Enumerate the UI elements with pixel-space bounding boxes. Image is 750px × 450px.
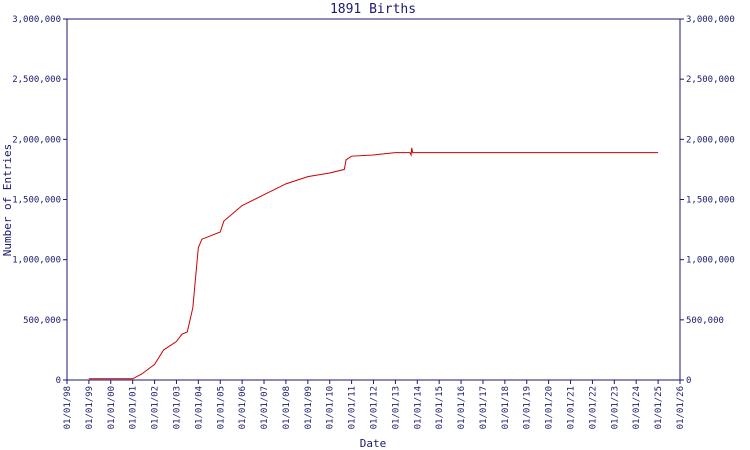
x-tick-label: 01/01/22 [588, 386, 598, 429]
x-tick-label: 01/01/26 [676, 386, 686, 429]
x-tick-label: 01/01/99 [85, 386, 95, 429]
y-tick-label: 2,000,000 [12, 135, 61, 145]
x-tick-label: 01/01/11 [348, 386, 358, 429]
x-tick-label: 01/01/05 [216, 386, 226, 429]
x-tick-label: 01/01/25 [654, 386, 664, 429]
x-tick-label: 01/01/03 [172, 386, 182, 429]
x-tick-label: 01/01/01 [129, 386, 139, 429]
x-tick-label: 01/01/24 [632, 386, 642, 429]
y2-tick-label: 2,000,000 [686, 135, 735, 145]
x-tick-label: 01/01/17 [479, 386, 489, 429]
x-tick-label: 01/01/02 [151, 386, 161, 429]
y2-tick-label: 500,000 [686, 316, 724, 326]
y-tick-label: 1,500,000 [12, 196, 61, 206]
x-tick-label: 01/01/16 [457, 386, 467, 429]
x-tick-label: 01/01/04 [194, 386, 204, 429]
y-tick-label: 0 [56, 376, 61, 386]
y-tick-label: 500,000 [23, 316, 61, 326]
x-tick-label: 01/01/00 [107, 386, 117, 429]
x-tick-label: 01/01/06 [238, 386, 248, 429]
x-axis-label: Date [360, 437, 387, 450]
y2-tick-label: 0 [686, 376, 691, 386]
y2-tick-label: 2,500,000 [686, 75, 735, 85]
x-tick-label: 01/01/15 [435, 386, 445, 429]
chart-title: 1891 Births [330, 2, 416, 17]
x-tick-label: 01/01/09 [304, 386, 314, 429]
data-line [88, 147, 659, 380]
y-axis-label: Number of Entries [1, 144, 14, 257]
x-tick-label: 01/01/13 [391, 386, 401, 429]
x-tick-label: 01/01/23 [610, 386, 620, 429]
y-tick-label: 2,500,000 [12, 75, 61, 85]
x-tick-label: 01/01/19 [523, 386, 533, 429]
x-tick-label: 01/01/10 [326, 386, 336, 429]
x-tick-label: 01/01/12 [369, 386, 379, 429]
x-tick-label: 01/01/18 [501, 386, 511, 429]
plot-frame [66, 18, 681, 381]
y2-tick-label: 1,000,000 [686, 256, 735, 266]
x-tick-label: 01/01/08 [282, 386, 292, 429]
x-tick-label: 01/01/14 [413, 386, 423, 429]
x-tick-label: 01/01/07 [260, 386, 270, 429]
x-tick-label: 01/01/98 [63, 386, 73, 429]
y-tick-label: 3,000,000 [12, 15, 61, 25]
y2-tick-label: 1,500,000 [686, 196, 735, 206]
y-tick-label: 1,000,000 [12, 256, 61, 266]
y2-tick-label: 3,000,000 [686, 15, 735, 25]
x-tick-label: 01/01/20 [545, 386, 555, 429]
x-tick-label: 01/01/21 [567, 386, 577, 429]
